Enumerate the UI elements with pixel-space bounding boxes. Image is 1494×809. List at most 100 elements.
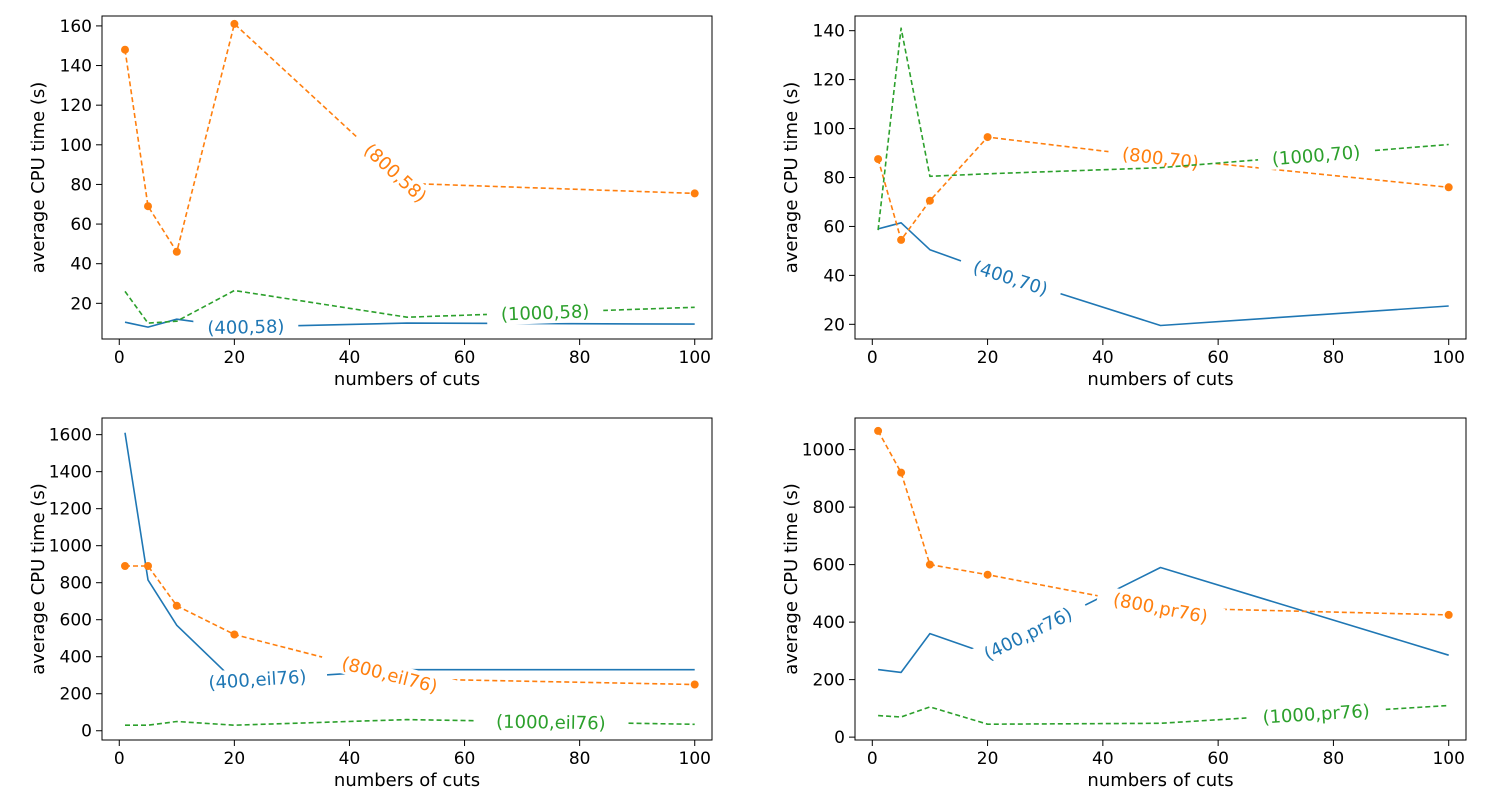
chart-4-series-2-point-2 xyxy=(897,468,906,477)
chart-1-series-label-3: (1000,58) xyxy=(501,301,590,325)
chart-4-series-label-group-2: (800,pr76) xyxy=(1095,585,1226,631)
chart-1-axes-frame xyxy=(101,15,713,340)
chart-2-series-2-point-3 xyxy=(925,196,934,205)
chart-1-series-line-2 xyxy=(124,23,695,253)
chart-3-series-line-2 xyxy=(125,565,695,686)
chart-4-y-tick-label-1: 0 xyxy=(834,728,845,748)
chart-2-series-label-group-2: (800,70) xyxy=(1107,140,1214,176)
chart-3-y-tick-label-1: 0 xyxy=(81,722,92,742)
chart-2-x-tick-label-3: 40 xyxy=(1092,348,1114,368)
chart-1-series-2-point-1 xyxy=(121,45,129,54)
chart-2-series-2-point-1 xyxy=(874,155,883,164)
chart-1-series-label-bg-1 xyxy=(193,314,299,339)
chart-2-series-2-point-2 xyxy=(897,235,906,244)
chart-1-y-tick-label-4: 80 xyxy=(70,175,92,195)
chart-3-x-tick-label-6: 100 xyxy=(679,749,711,769)
chart-3-series-2-point-2 xyxy=(144,562,152,570)
chart-3-series-line-3 xyxy=(125,718,695,727)
chart-1-x-axis-label: numbers of cuts xyxy=(334,369,480,390)
chart-4-series-label-bg-1 xyxy=(965,595,1091,673)
chart-panel-bottom-left: (400,eil76) (800,eil76) (1000,eil76) 0 20 40 6… xyxy=(28,417,713,791)
chart-3-y-tick-label-4: 600 xyxy=(60,611,92,631)
chart-3-y-tick-label-6: 1000 xyxy=(49,537,92,557)
chart-4-series-2-point-6 xyxy=(1444,610,1453,619)
chart-1-series-label-2: (800,58) xyxy=(359,140,430,208)
chart-2-series-line-3 xyxy=(877,27,1449,231)
chart-4-series-label-group-1: (400,pr76) xyxy=(965,595,1091,673)
chart-1-series-2-point-3 xyxy=(172,247,181,256)
chart-2-y-axis-label: average CPU time (s) xyxy=(781,82,802,274)
chart-3-series-label-2: (800,eil76) xyxy=(339,653,439,698)
chart-1-x-tick-label-1: 0 xyxy=(114,348,125,368)
chart-1-series-2-point-4 xyxy=(230,19,239,28)
chart-2-y-tick-label-3: 60 xyxy=(823,217,845,237)
chart-4-series-label-group-3: (1000,pr76) xyxy=(1245,698,1387,729)
chart-1-y-tick-label-7: 140 xyxy=(60,57,92,77)
chart-4-x-tick-label-2: 20 xyxy=(977,749,999,769)
chart-1-series-label-bg-2 xyxy=(349,129,442,217)
chart-2-series-label-group-1: (400,70) xyxy=(957,251,1064,305)
chart-4-y-tick-label-6: 1000 xyxy=(802,441,845,461)
chart-3-series-label-group-1: (400,eil76) xyxy=(187,663,328,695)
chart-4-series-2-point-3 xyxy=(925,560,934,569)
chart-panel-top-right: (400,70) (800,70) (1000,70) 0 20 40 60 80 100 20 4… xyxy=(781,15,1467,390)
chart-2-x-tick-label-2: 20 xyxy=(977,348,999,368)
chart-1-series-label-1: (400,58) xyxy=(207,316,284,339)
chart-1-y-tick-label-3: 60 xyxy=(70,215,92,235)
chart-2-series-label-1: (400,70) xyxy=(970,257,1050,300)
chart-2-x-tick-label-5: 80 xyxy=(1323,348,1345,368)
chart-1-series-label-bg-3 xyxy=(486,299,604,326)
chart-1-series-2-point-2 xyxy=(144,202,152,211)
chart-4-series-line-3 xyxy=(878,704,1449,726)
chart-2-x-tick-label-4: 60 xyxy=(1207,348,1229,368)
chart-2-series-2-point-6 xyxy=(1444,183,1453,192)
chart-3-series-2-point-1 xyxy=(121,562,129,570)
chart-2-x-tick-label-6: 100 xyxy=(1432,348,1464,368)
chart-2-series-label-bg-2 xyxy=(1107,140,1214,176)
chart-1-y-axis-label: average CPU time (s) xyxy=(28,82,49,274)
chart-3-y-tick-label-3: 400 xyxy=(60,648,92,668)
chart-4-x-tick-label-1: 0 xyxy=(867,749,878,769)
chart-4-y-tick-label-3: 400 xyxy=(813,613,845,633)
chart-1-series-line-3 xyxy=(124,289,695,324)
chart-4-x-tick-label-3: 40 xyxy=(1092,749,1114,769)
chart-4-series-2-point-1 xyxy=(874,426,883,435)
chart-1-series-label-group-3: (1000,58) xyxy=(486,299,604,326)
chart-2-y-tick-label-5: 100 xyxy=(813,120,845,140)
chart-panel-bottom-right: (400,pr76) (800,pr76) (1000,pr76) 0 20 40 60 80… xyxy=(781,417,1467,791)
chart-2-y-tick-label-7: 140 xyxy=(813,22,845,42)
chart-2-y-tick-label-4: 80 xyxy=(823,169,845,189)
chart-3-series-label-group-3: (1000,eil76) xyxy=(475,709,627,734)
chart-4-series-2-point-4 xyxy=(983,570,992,579)
chart-3-x-tick-label-3: 40 xyxy=(339,749,361,769)
chart-panel-top-left: (400,58) (800,58) (1000,58) 0 20 40 60 80 100 20 4… xyxy=(28,15,713,390)
chart-3-y-tick-label-9: 1600 xyxy=(49,426,92,446)
chart-4-x-axis-label: numbers of cuts xyxy=(1087,770,1233,791)
chart-2-series-label-3: (1000,70) xyxy=(1271,142,1361,170)
chart-4-y-tick-label-4: 600 xyxy=(813,556,845,576)
chart-3-y-tick-label-7: 1200 xyxy=(49,500,92,520)
chart-1-y-tick-label-5: 100 xyxy=(60,136,92,156)
chart-2-x-axis-label: numbers of cuts xyxy=(1087,369,1233,390)
chart-3-series-line-1 xyxy=(124,432,695,682)
chart-4-x-tick-label-5: 80 xyxy=(1323,749,1345,769)
chart-2-x-tick-label-1: 0 xyxy=(867,348,878,368)
chart-3-y-axis-label: average CPU time (s) xyxy=(28,483,49,675)
chart-4-axes-frame xyxy=(854,417,1467,741)
chart-1-series-2-point-6 xyxy=(690,189,699,198)
chart-3-series-label-bg-2 xyxy=(319,646,461,703)
chart-3-x-tick-label-1: 0 xyxy=(114,749,125,769)
chart-3-x-tick-label-2: 20 xyxy=(224,749,246,769)
chart-4-series-line-2 xyxy=(877,430,1449,616)
chart-2-axes-frame xyxy=(854,15,1467,340)
chart-3-x-tick-label-4: 60 xyxy=(454,749,476,769)
chart-4-series-line-1 xyxy=(878,566,1449,674)
chart-2-y-tick-label-6: 120 xyxy=(813,71,845,91)
chart-3-y-tick-label-2: 200 xyxy=(60,685,92,705)
chart-3-series-2-point-6 xyxy=(690,680,699,689)
chart-1-x-tick-label-5: 80 xyxy=(569,348,591,368)
chart-3-y-tick-label-8: 1400 xyxy=(49,463,92,483)
chart-1-y-tick-label-6: 120 xyxy=(60,96,92,116)
chart-2-y-tick-label-2: 40 xyxy=(823,266,845,286)
